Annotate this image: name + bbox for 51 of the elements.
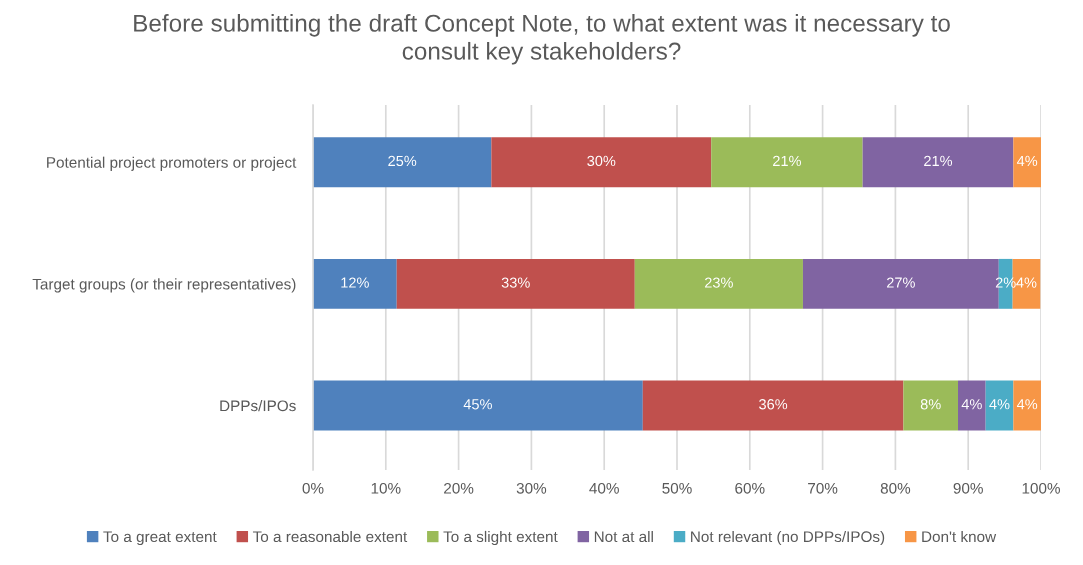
bar [313, 380, 643, 431]
data-label: 36% [759, 399, 788, 410]
legend-label: Not relevant (no DPPs/IPOs) [691, 530, 885, 546]
bar [711, 137, 863, 188]
data-label: 4% [1016, 399, 1038, 410]
bar [862, 137, 1014, 188]
y-tick-label: Target groups (or their representatives) [32, 278, 296, 293]
bar [634, 258, 803, 309]
bar [642, 380, 904, 431]
x-tick-label: 80% [880, 482, 911, 494]
data-label: 23% [705, 277, 733, 288]
data-label: 4% [961, 399, 982, 410]
data-label: 4% [1016, 277, 1037, 288]
y-tick-label: Potential project promoters or project [47, 156, 297, 171]
legend-label: Don't know [922, 530, 997, 543]
data-label: 25% [388, 155, 417, 167]
data-label: 27% [887, 277, 915, 288]
bar [958, 380, 986, 431]
bar [396, 258, 635, 309]
bar [1013, 380, 1041, 431]
data-label: 33% [501, 277, 530, 288]
bar [1013, 137, 1041, 188]
chart-title: Before submitting the draft Concept Note, to what extent was it necessary to consult key stakeholders? [134, 14, 950, 65]
bar [313, 137, 492, 188]
data-label: 21% [924, 155, 953, 167]
bar [491, 137, 712, 188]
data-label: 21% [773, 155, 801, 167]
data-label: 45% [463, 399, 492, 410]
bar [985, 380, 1014, 431]
bar [313, 258, 397, 309]
x-tick-label: 90% [953, 482, 983, 494]
legend-label: To a great extent [103, 531, 217, 546]
x-tick-label: 0% [302, 482, 324, 494]
data-label: 8% [920, 399, 941, 410]
data-label: 4% [989, 399, 1010, 410]
x-tick-label: 100% [1022, 482, 1060, 494]
x-tick-label: 50% [662, 482, 692, 494]
legend-label: To a reasonable extent [252, 530, 408, 543]
data-label: 4% [1016, 155, 1038, 167]
data-label: 30% [587, 155, 616, 167]
x-tick-label: 70% [808, 482, 838, 494]
legend-label: Not at all [594, 530, 653, 543]
y-tick-label: DPPs/IPOs [220, 399, 296, 412]
bar [903, 380, 959, 431]
x-tick-label: 40% [589, 482, 619, 494]
data-label: 12% [341, 277, 369, 288]
x-tick-label: 20% [444, 482, 474, 494]
legend-label: To a slight extent [443, 530, 558, 546]
x-tick-label: 10% [371, 482, 401, 494]
x-tick-label: 30% [516, 482, 547, 494]
x-tick-label: 60% [735, 482, 765, 494]
